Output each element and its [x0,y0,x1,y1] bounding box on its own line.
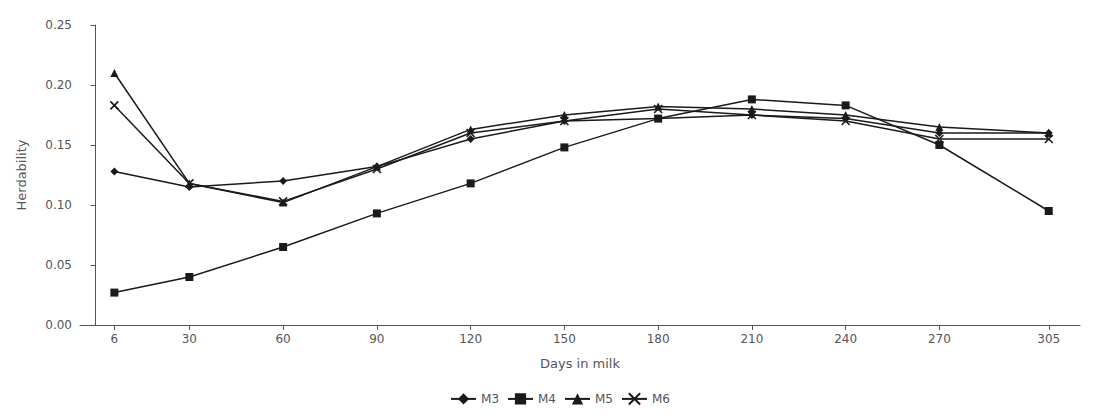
svg-text:180: 180 [647,332,670,346]
svg-text:120: 120 [459,332,482,346]
svg-text:60: 60 [275,332,290,346]
svg-text:M5: M5 [595,392,613,406]
svg-text:Days in milk: Days in milk [540,356,620,371]
svg-text:0.05: 0.05 [45,258,72,272]
svg-text:0.10: 0.10 [45,198,72,212]
svg-text:M6: M6 [652,392,670,406]
svg-text:240: 240 [834,332,857,346]
svg-text:Herdability: Herdability [14,139,29,210]
svg-text:150: 150 [553,332,576,346]
svg-text:305: 305 [1037,332,1060,346]
svg-text:0.20: 0.20 [45,78,72,92]
svg-text:M4: M4 [538,392,556,406]
svg-text:0.15: 0.15 [45,138,72,152]
svg-text:6: 6 [111,332,119,346]
svg-text:270: 270 [928,332,951,346]
svg-text:90: 90 [369,332,384,346]
svg-text:210: 210 [740,332,763,346]
svg-text:0.25: 0.25 [45,18,72,32]
svg-text:30: 30 [182,332,197,346]
svg-text:M3: M3 [481,392,499,406]
svg-text:0.00: 0.00 [45,318,72,332]
